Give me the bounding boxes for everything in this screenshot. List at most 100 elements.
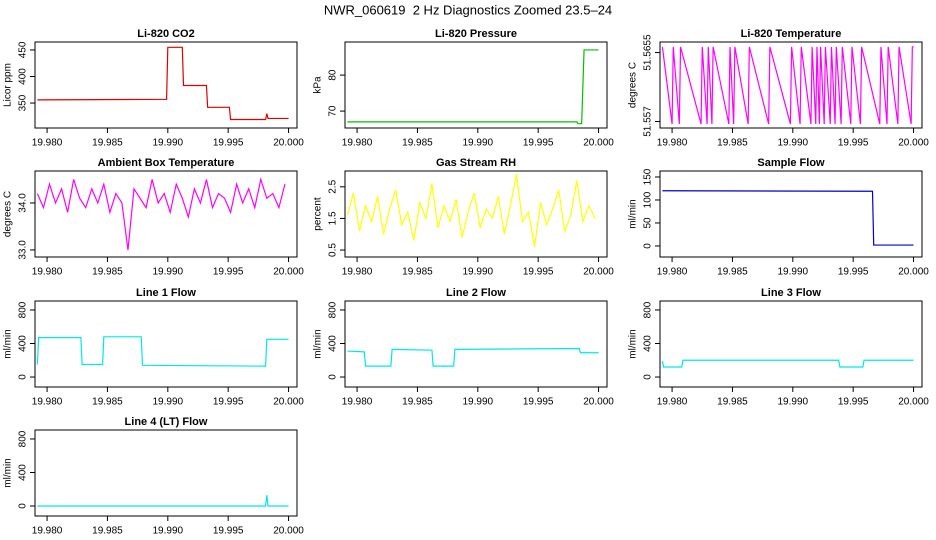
x-tick-label: 19.980	[342, 397, 373, 408]
x-tick-label: 19.995	[838, 397, 869, 408]
x-tick-label: 20.000	[898, 138, 929, 149]
y-axis-label: ml/min	[3, 329, 14, 358]
x-tick-label: 19.995	[523, 397, 554, 408]
y-tick-label: 800	[643, 301, 654, 318]
panel-title: Ambient Box Temperature	[98, 157, 235, 169]
y-tick-label: 70	[328, 105, 339, 117]
y-tick-label: 100	[643, 191, 654, 208]
y-tick-label: 450	[18, 41, 29, 58]
y-axis-label: percent	[313, 197, 324, 231]
panel-title: Gas Stream RH	[436, 157, 516, 169]
panel-title: Li-820 Temperature	[741, 28, 842, 40]
data-line	[662, 190, 914, 246]
x-tick-label: 19.990	[778, 138, 809, 149]
data-line	[661, 359, 914, 368]
x-tick-label: 19.985	[717, 138, 748, 149]
plot-frame	[659, 41, 923, 129]
x-tick-label: 19.995	[213, 526, 244, 537]
data-line	[347, 347, 599, 367]
y-tick-label: 350	[18, 94, 29, 111]
x-tick-label: 19.980	[32, 267, 63, 278]
panel-title: Li-820 CO2	[137, 28, 194, 40]
plot-frame	[659, 300, 923, 388]
x-tick-label: 19.980	[342, 138, 373, 149]
y-tick-label: 2.5	[328, 179, 339, 193]
y-tick-label: 50	[643, 217, 654, 229]
x-tick-label: 19.980	[32, 138, 63, 149]
data-line	[346, 174, 596, 247]
panel-title: Li-820 Pressure	[435, 28, 517, 40]
y-tick-label: 400	[18, 464, 29, 481]
data-line	[37, 495, 289, 507]
x-tick-label: 19.995	[213, 397, 244, 408]
y-tick-label: 400	[18, 335, 29, 352]
y-axis-label: kPa	[313, 76, 324, 94]
y-tick-label: 0	[18, 503, 29, 509]
panel-title: Line 1 Flow	[136, 287, 196, 299]
plot-frame	[344, 300, 608, 388]
y-axis-label: ml/min	[628, 329, 639, 358]
x-tick-label: 19.990	[153, 397, 184, 408]
y-axis-label: degrees C	[628, 62, 639, 108]
y-tick-label: 800	[18, 430, 29, 447]
x-tick-label: 19.985	[92, 526, 123, 537]
panel-title: Line 3 Flow	[761, 287, 821, 299]
x-tick-label: 19.980	[657, 267, 688, 278]
x-tick-label: 19.990	[463, 138, 494, 149]
y-tick-label: 400	[643, 335, 654, 352]
y-tick-label: 0	[643, 243, 654, 249]
data-line	[37, 46, 289, 121]
y-tick-label: 800	[328, 301, 339, 318]
y-tick-label: 51.557	[643, 106, 654, 137]
x-tick-label: 19.990	[778, 267, 809, 278]
x-tick-label: 20.000	[583, 138, 614, 149]
x-tick-label: 20.000	[583, 397, 614, 408]
y-tick-label: 800	[18, 301, 29, 318]
x-tick-label: 19.985	[717, 397, 748, 408]
x-tick-label: 20.000	[273, 526, 304, 537]
x-tick-label: 19.980	[342, 267, 373, 278]
y-axis-label: Licor ppm	[3, 63, 14, 107]
data-line	[661, 46, 914, 125]
x-tick-label: 19.990	[463, 397, 494, 408]
x-tick-label: 19.995	[838, 138, 869, 149]
y-axis-label: degrees C	[3, 191, 14, 237]
x-tick-label: 19.985	[402, 267, 433, 278]
panel-title: Line 2 Flow	[446, 287, 506, 299]
x-tick-label: 20.000	[898, 267, 929, 278]
y-tick-label: 0	[643, 374, 654, 380]
y-tick-label: 0.5	[328, 243, 339, 257]
x-tick-label: 19.985	[402, 138, 433, 149]
x-tick-label: 19.995	[838, 267, 869, 278]
figure-title: NWR_060619 2 Hz Diagnostics Zoomed 23.5–…	[324, 2, 612, 17]
x-tick-label: 19.990	[778, 397, 809, 408]
x-tick-label: 19.980	[32, 526, 63, 537]
plot-frame	[34, 170, 298, 258]
x-tick-label: 20.000	[273, 267, 304, 278]
x-tick-label: 19.985	[92, 138, 123, 149]
y-tick-label: 150	[643, 168, 654, 185]
x-tick-label: 19.995	[213, 138, 244, 149]
panel-title: Line 4 (LT) Flow	[125, 416, 208, 428]
plot-frame	[34, 41, 298, 129]
data-line	[36, 336, 289, 367]
plot-frame	[34, 300, 298, 388]
data-line	[347, 49, 599, 125]
plot-frame	[34, 429, 298, 517]
y-tick-label: 400	[328, 335, 339, 352]
x-tick-label: 19.980	[657, 397, 688, 408]
y-axis-label: ml/min	[628, 199, 639, 228]
plot-frame	[659, 170, 923, 258]
x-tick-label: 19.990	[463, 267, 494, 278]
x-tick-label: 19.995	[523, 267, 554, 278]
x-tick-label: 19.985	[92, 267, 123, 278]
plot-frame	[344, 41, 608, 129]
x-tick-label: 19.990	[153, 526, 184, 537]
y-tick-label: 80	[328, 69, 339, 81]
x-tick-label: 19.985	[92, 397, 123, 408]
x-tick-label: 19.985	[717, 267, 748, 278]
y-tick-label: 34.0	[18, 193, 29, 213]
y-tick-label: 33.0	[18, 240, 29, 260]
x-tick-label: 19.995	[213, 267, 244, 278]
